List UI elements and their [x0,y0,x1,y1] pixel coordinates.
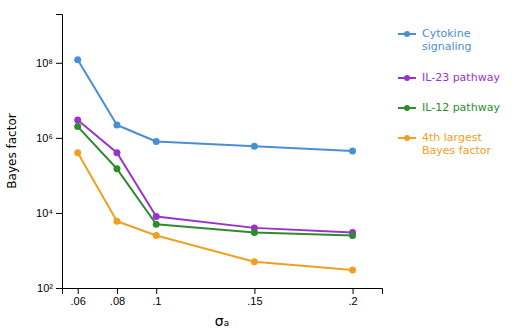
legend-label-line: IL-23 pathway [422,71,500,84]
tick-label: .1 [152,295,161,307]
tick-label: 10² [37,282,53,294]
tick-label: .15 [247,295,262,307]
legend-label-line: Cytokine [422,27,471,40]
series [74,149,356,273]
axis-line [63,289,383,295]
legend-label: Cytokinesignaling [422,27,472,53]
legend-item: 4th largestBayes factor [398,131,491,157]
legend-item: IL-23 pathway [398,71,500,84]
tick: 10⁴ [36,207,62,219]
series [74,123,356,239]
series [74,56,356,154]
tick: .2 [348,288,357,307]
point [74,56,81,63]
tick-mark [156,288,157,294]
point [349,267,356,274]
y-axis-title: Bayes factor [5,113,19,188]
line [78,120,353,233]
axis-line [56,15,63,289]
tick: 10⁸ [36,57,62,69]
tick-mark [56,63,62,64]
tick-mark [56,288,62,289]
point [349,232,356,239]
series-group [74,56,356,273]
plot-area: .06 .08 .1 .15 .2 10² 10⁴ 10⁶ 10⁸ [36,15,382,307]
tick-mark [353,288,354,294]
line [78,153,353,270]
point [251,229,258,236]
point [113,218,120,225]
tick-label: 10⁸ [36,57,53,69]
tick: .15 [247,288,262,307]
legend: Cytokinesignaling IL-23 pathway IL-12 path… [398,27,500,157]
tick-mark [117,288,118,294]
point [74,116,81,123]
line [78,127,353,236]
x-axis: .06 .08 .1 .15 .2 [63,288,383,307]
tick: .08 [110,288,125,307]
legend-item: IL-12 pathway [398,101,500,114]
point [251,258,258,265]
legend-marker [404,31,410,37]
point [153,221,160,228]
tick-mark [254,288,255,294]
y-axis: 10² 10⁴ 10⁶ 10⁸ [36,15,62,295]
legend-marker [404,135,410,141]
tick-label: .06 [71,295,86,307]
x-axis-title: σₐ [215,313,229,329]
chart: .06.08.1.15.210²10⁴10⁶10⁸σₐBayes factorC… [0,0,512,334]
point [349,147,356,154]
point [113,122,120,129]
tick: 10⁶ [36,132,62,144]
legend-label-line: 4th largest [422,131,482,144]
tick: .06 [71,288,86,307]
series [74,116,356,236]
point [153,138,160,145]
point [251,143,258,150]
point [153,213,160,220]
tick-mark [56,138,62,139]
legend-label-line: Bayes factor [422,144,491,157]
point [74,149,81,156]
legend-label: IL-23 pathway [422,71,500,84]
legend-marker [404,105,410,111]
legend-item: Cytokinesignaling [398,27,472,53]
legend-label: 4th largestBayes factor [422,131,491,157]
point [153,232,160,239]
point [113,165,120,172]
tick-label: .2 [348,295,357,307]
tick: .1 [152,288,161,307]
point [74,123,81,130]
line [78,60,353,151]
legend-label-line: IL-12 pathway [422,101,500,114]
point [113,149,120,156]
legend-marker [404,75,410,81]
legend-label: IL-12 pathway [422,101,500,114]
tick-label: 10⁶ [36,132,53,144]
tick-label: 10⁴ [36,207,53,219]
tick-label: .08 [110,295,125,307]
tick-mark [56,213,62,214]
tick-mark [78,288,79,294]
tick: 10² [37,282,62,294]
legend-label-line: signaling [422,40,472,53]
